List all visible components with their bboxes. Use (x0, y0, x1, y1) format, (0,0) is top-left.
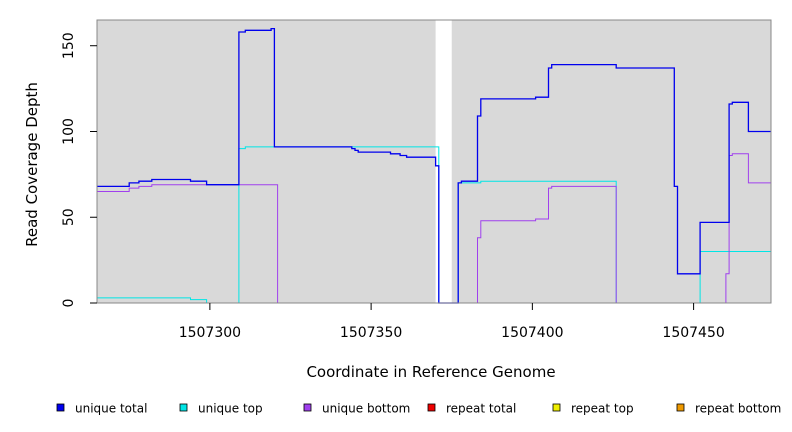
legend-label: repeat top (571, 402, 634, 416)
y-axis-title: Read Coverage Depth (23, 82, 41, 247)
legend-swatch (303, 403, 312, 412)
legend: unique total unique top unique bottom repea… (56, 402, 781, 416)
y-axis: 0 50 100 150 (61, 32, 97, 307)
x-tick-label: 1507350 (340, 325, 402, 341)
series-line-unique-bottom (97, 153, 771, 304)
legend-item-repeat-total: repeat total (427, 402, 516, 416)
plot-background (97, 20, 771, 303)
series-line-unique-total (97, 27, 771, 304)
legend-label: unique bottom (322, 402, 410, 416)
x-tick-label: 1507300 (179, 325, 241, 341)
x-tick-label: 1507450 (662, 325, 724, 341)
coverage-gaps (435, 20, 452, 303)
y-tick-label: 150 (61, 32, 77, 59)
legend-item-repeat-bottom: repeat bottom (676, 402, 781, 416)
plot-border (96, 19, 772, 304)
legend-item-unique-top: unique top (179, 402, 263, 416)
legend-swatch (427, 403, 436, 412)
x-tick-label: 1507400 (501, 325, 563, 341)
legend-swatch (179, 403, 188, 412)
y-tick-label: 100 (61, 118, 77, 145)
legend-swatch (56, 403, 65, 412)
legend-label: repeat bottom (695, 402, 781, 416)
legend-label: repeat total (446, 402, 516, 416)
coverage-gap (435, 20, 452, 303)
legend-item-repeat-top: repeat top (552, 402, 634, 416)
legend-item-unique-total: unique total (56, 402, 147, 416)
legend-label: unique total (75, 402, 147, 416)
y-tick-label: 0 (61, 299, 77, 308)
y-tick-label: 50 (61, 208, 77, 226)
legend-label: unique top (198, 402, 263, 416)
legend-swatch (676, 403, 685, 412)
x-axis: 1507300 1507350 1507400 1507450 (179, 303, 725, 341)
legend-swatch (552, 403, 561, 412)
legend-item-unique-bottom: unique bottom (303, 402, 410, 416)
x-axis-title: Coordinate in Reference Genome (306, 363, 555, 381)
